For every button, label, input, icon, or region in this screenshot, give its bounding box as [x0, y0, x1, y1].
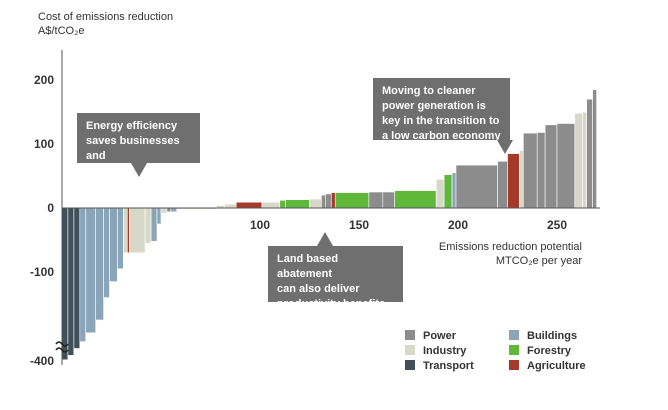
- legend-label-industry: Industry: [423, 345, 467, 357]
- bar-transport: [67, 207, 75, 356]
- x-tick-label: 250: [547, 218, 567, 232]
- legend-item-industry: Industry: [405, 345, 466, 357]
- legend-swatch-agriculture: [509, 360, 519, 370]
- x-tick-label: 150: [349, 218, 369, 232]
- y-tick-label: -400: [30, 354, 54, 368]
- bar-power: [321, 194, 326, 209]
- bar-industry: [224, 203, 237, 209]
- bars-group: [61, 89, 597, 361]
- legend-label-transport: Transport: [423, 360, 474, 372]
- legend-item-transport: Transport: [405, 360, 474, 372]
- x-axis-label-line1: Emissions reduction potential: [438, 241, 582, 253]
- bar-industry: [574, 113, 583, 209]
- legend-swatch-forestry: [509, 345, 519, 355]
- legend-item-power: Power: [405, 330, 456, 342]
- bar-industry: [519, 150, 524, 209]
- bar-agriculture: [507, 153, 520, 209]
- bar-power: [455, 164, 498, 209]
- chart-title: Cost of emissions reduction: [38, 11, 174, 23]
- bar-buildings: [79, 207, 87, 342]
- bar-transport: [61, 207, 69, 361]
- bar-power: [324, 193, 332, 209]
- bar-power: [544, 124, 558, 209]
- callout-land-based: Land based abatement can also deliver pr…: [268, 246, 403, 310]
- callout-cleaner-power: Moving to cleaner power generation is ke…: [373, 78, 510, 142]
- legend-swatch-power: [405, 330, 415, 340]
- legend-label-agriculture: Agriculture: [527, 360, 586, 372]
- bar-industry: [144, 207, 152, 244]
- bar-agriculture: [330, 192, 336, 209]
- legend-item-agriculture: Agriculture: [509, 360, 586, 372]
- x-axis-label: Emissions reduction potential MTCO₂e per…: [400, 240, 582, 268]
- bar-industry: [160, 207, 168, 214]
- bar-industry: [261, 201, 281, 209]
- bar-forestry: [334, 192, 370, 209]
- legend-label-forestry: Forestry: [527, 345, 572, 357]
- y-tick-label: 200: [34, 73, 54, 87]
- bar-power: [368, 191, 384, 209]
- axis-break-icon: [55, 341, 69, 353]
- y-axis-label: A$/tCO₂e: [38, 25, 85, 37]
- callout-arrow-icon: [131, 163, 147, 177]
- bar-buildings: [95, 207, 104, 321]
- legend-item-buildings: Buildings: [509, 330, 577, 342]
- legend-swatch-transport: [405, 360, 415, 370]
- y-tick-label: 0: [47, 201, 54, 215]
- bar-forestry: [443, 174, 453, 209]
- callout-cleaner-power-text: Moving to cleaner power generation is ke…: [382, 85, 501, 142]
- bar-agriculture: [235, 201, 263, 209]
- bar-power: [592, 89, 597, 209]
- y-tick-label: 100: [34, 137, 54, 151]
- legend-swatch-industry: [405, 345, 415, 355]
- bar-industry: [129, 207, 146, 254]
- bar-industry: [309, 198, 322, 209]
- bar-industry: [582, 111, 588, 209]
- callout-energy-efficiency-text: Energy efficiency saves businesses and h…: [86, 120, 187, 177]
- x-tick-label: 200: [448, 218, 468, 232]
- bar-buildings: [156, 207, 162, 225]
- bar-industry: [435, 178, 445, 209]
- callout-energy-efficiency: Energy efficiency saves businesses and h…: [77, 113, 200, 177]
- callout-land-based-text: Land based abatement can also deliver pr…: [277, 253, 386, 310]
- bar-power: [536, 132, 546, 209]
- y-ticks: 200 100 0 -100 -400: [30, 73, 54, 368]
- legend-item-forestry: Forestry: [509, 345, 571, 357]
- bar-buildings: [170, 207, 178, 213]
- bar-power: [166, 207, 172, 213]
- bar-power: [382, 191, 395, 209]
- x-axis-label-line2: MTCO₂e per year: [495, 255, 582, 267]
- bar-forestry: [285, 199, 310, 209]
- bar-forestry: [279, 200, 286, 209]
- y-tick-label: -100: [30, 265, 54, 279]
- bar-power: [497, 161, 508, 209]
- bar-forestry: [394, 190, 437, 209]
- bar-buildings: [150, 207, 158, 242]
- x-tick-label: 100: [250, 218, 270, 232]
- bar-buildings: [85, 207, 97, 334]
- bar-power: [586, 98, 593, 209]
- legend-label-power: Power: [423, 330, 457, 342]
- bar-buildings: [451, 172, 457, 209]
- bar-power: [522, 132, 538, 209]
- bar-transport: [73, 207, 81, 349]
- bar-industry: [123, 207, 128, 254]
- x-ticks: 100 150 200 250: [250, 218, 567, 232]
- bar-power: [556, 123, 576, 209]
- callout-arrow-icon: [317, 232, 333, 246]
- bar-buildings: [109, 207, 118, 282]
- legend-swatch-buildings: [509, 330, 519, 340]
- callout-arrow-icon: [497, 140, 513, 154]
- legend-label-buildings: Buildings: [527, 330, 578, 342]
- bar-buildings: [117, 207, 124, 270]
- bar-buildings: [103, 207, 110, 298]
